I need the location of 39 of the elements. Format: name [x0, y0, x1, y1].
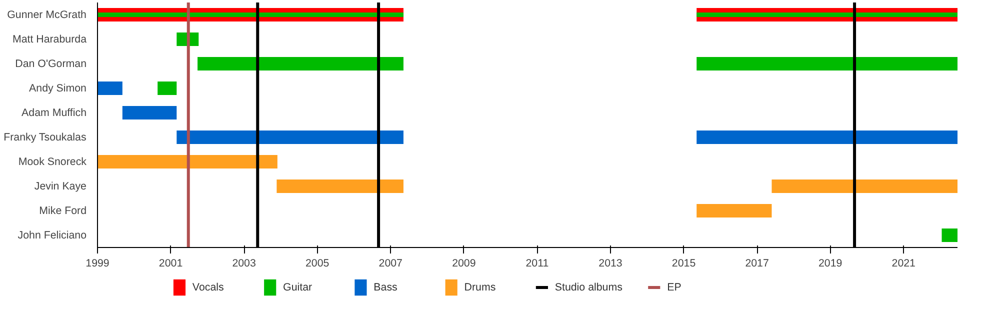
x-tick-label: 2013: [598, 258, 622, 270]
bar: [942, 228, 958, 242]
x-tick-label: 2009: [452, 258, 476, 270]
legend-label: Drums: [464, 282, 496, 294]
legend-label: Vocals: [192, 282, 224, 294]
legend-label: Bass: [374, 282, 398, 294]
bar: [98, 82, 122, 95]
bar: [176, 130, 404, 144]
x-tick-label: 2019: [818, 258, 842, 270]
x-tick-label: 2007: [378, 258, 403, 270]
bar: [122, 106, 177, 120]
bar: [158, 82, 177, 95]
x-tick-label: 2011: [526, 258, 549, 270]
bar: [276, 180, 404, 193]
y-tick-label: Adam Muffich: [22, 106, 87, 119]
x-tick-label: 2001: [158, 258, 183, 270]
y-tick-label: Franky Tsoukalas: [4, 131, 86, 144]
bar: [696, 204, 772, 218]
x-tick-label: 1999: [86, 258, 110, 270]
y-tick-label: Mook Snoreck: [18, 156, 88, 168]
y-tick-label: Jevin Kaye: [34, 180, 87, 192]
bar: [772, 180, 958, 193]
y-tick-label: John Feliciano: [18, 229, 87, 242]
legend-label: EP: [667, 282, 682, 294]
bar: [98, 155, 278, 168]
y-tick-label: Andy Simon: [29, 82, 87, 94]
y-tick-label: Mike Ford: [39, 204, 87, 217]
x-tick-label: 2015: [672, 258, 696, 270]
bar: [696, 130, 958, 144]
y-tick-label: Dan O'Gorman: [15, 58, 87, 70]
bar: [198, 57, 404, 70]
legend-label: Studio albums: [554, 282, 622, 294]
y-tick-label: Gunner McGrath: [7, 8, 87, 21]
x-tick-label: 2021: [892, 258, 916, 270]
legend-label: Guitar: [283, 282, 313, 294]
y-tick-label: Matt Haraburda: [12, 33, 87, 46]
x-tick-label: 2003: [232, 258, 256, 270]
x-tick-label: 2005: [306, 258, 330, 270]
x-tick-label: 2017: [745, 258, 769, 270]
